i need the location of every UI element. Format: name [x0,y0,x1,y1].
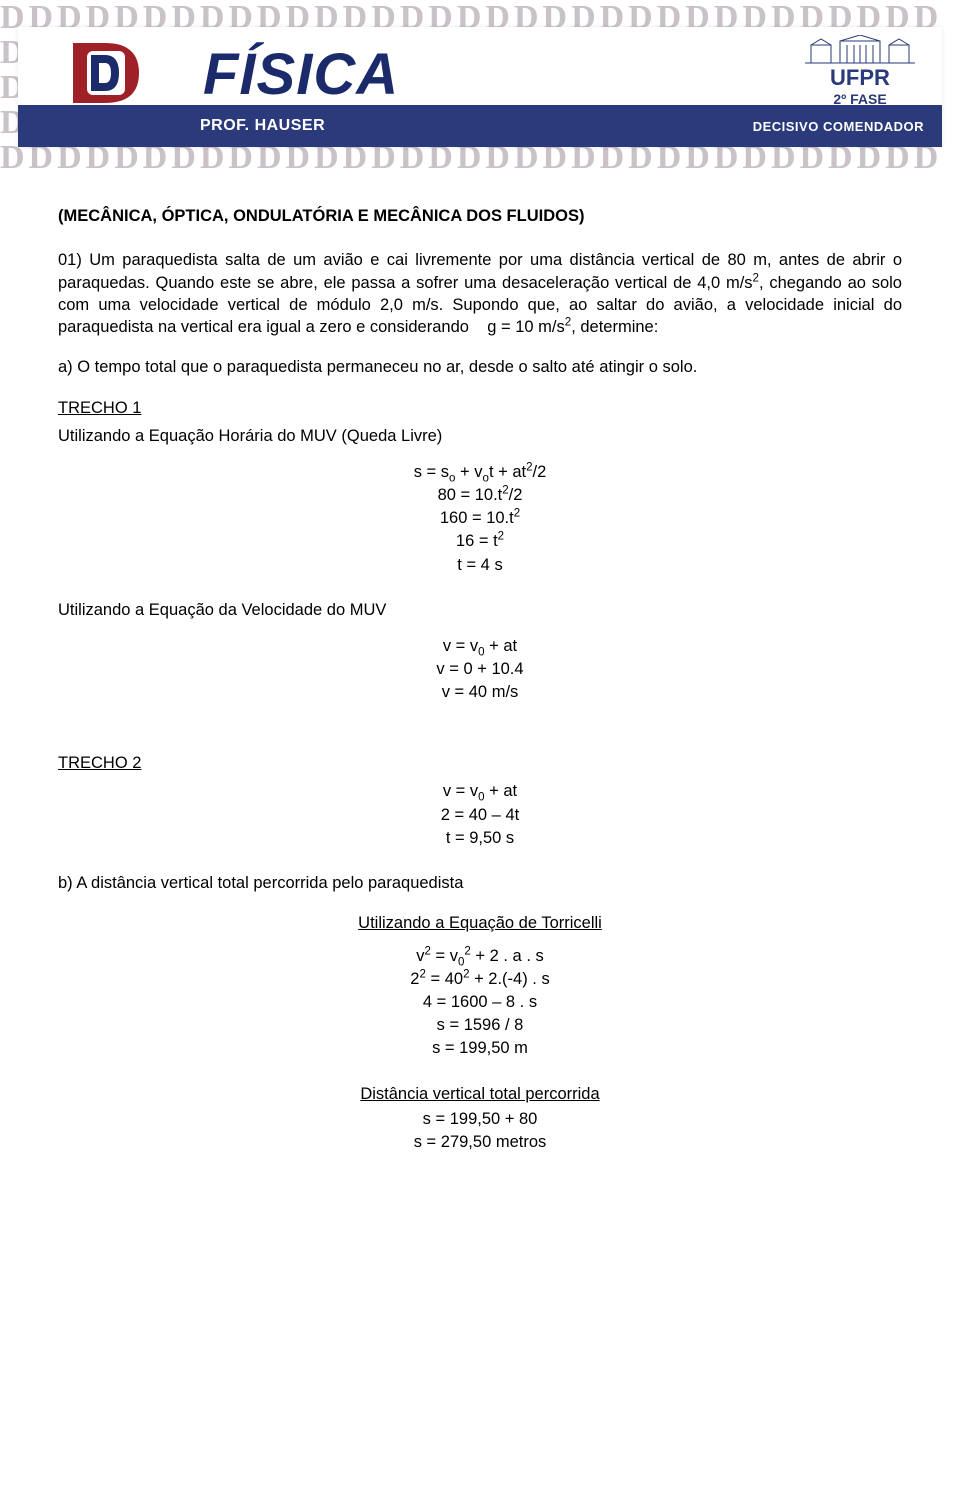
equation-line: s = 199,50 m [58,1037,902,1060]
subject-title: FÍSICA [203,41,399,108]
part-b: b) A distância vertical total percorrida… [58,872,902,894]
comendador-label: DECISIVO COMENDADOR [753,119,924,134]
dist-total-label: Distância vertical total percorrida [360,1083,599,1106]
trecho-1-label: TRECHO 1 [58,397,902,421]
equation-line: s = 1596 / 8 [58,1014,902,1037]
torricelli-label: Utilizando a Equação de Torricelli [358,912,602,935]
equation-line: 160 = 10.t2 [58,507,902,530]
trecho-1-vel-eqs: v = v0 + atv = 0 + 10.4v = 40 m/s [58,635,902,704]
professor-label: PROF. HAUSER [200,117,325,135]
document-content: (MECÂNICA, ÓPTICA, ONDULATÓRIA E MECÂNIC… [0,175,960,1216]
trecho-1-eqs: s = so + vot + at2/280 = 10.t2/2160 = 10… [58,461,902,576]
trecho-2-label: TRECHO 2 [58,752,902,776]
equation-line: 80 = 10.t2/2 [58,484,902,507]
blue-bar: PROF. HAUSER DECISIVO COMENDADOR [18,105,942,147]
dist-total-block: Distância vertical total percorrida [58,1083,902,1108]
problem-statement: 01) Um paraquedista salta de um avião e … [58,249,902,338]
equation-line: v = 0 + 10.4 [58,658,902,681]
equation-line: s = so + vot + at2/2 [58,461,902,484]
equation-line: t = 9,50 s [58,827,902,850]
trecho-1-vel-intro: Utilizando a Equação da Velocidade do MU… [58,599,902,621]
torricelli-eqs: v2 = v02 + 2 . a . s22 = 402 + 2.(-4) . … [58,945,902,1060]
equation-line: s = 199,50 + 80 [58,1108,902,1131]
equation-line: v = 40 m/s [58,681,902,704]
equation-line: v = v0 + at [58,780,902,803]
equation-line: 2 = 40 – 4t [58,804,902,827]
equation-line: v = v0 + at [58,635,902,658]
trecho-1-underline: TRECHO 1 [58,397,141,419]
part-a: a) O tempo total que o paraquedista perm… [58,356,902,378]
torricelli-block: Utilizando a Equação de Torricelli [58,912,902,937]
equation-line: 16 = t2 [58,530,902,553]
logo-d-icon [61,37,151,109]
ufpr-label: UFPR [790,67,930,89]
equation-line: v2 = v02 + 2 . a . s [58,945,902,968]
section-title: (MECÂNICA, ÓPTICA, ONDULATÓRIA E MECÂNIC… [58,205,902,227]
ufpr-block: UFPR 2º FASE [790,35,930,107]
equation-line: 4 = 1600 – 8 . s [58,991,902,1014]
trecho-2-eqs: v = v0 + at2 = 40 – 4tt = 9,50 s [58,780,902,849]
equation-line: t = 4 s [58,554,902,577]
equation-line: s = 279,50 metros [58,1131,902,1154]
page-header: DDDDDDDDDDDDDDDDDDDDDDDDDDDDDDDDD DDDDDD… [0,0,960,175]
header-box: DECISIVO FÍSICA [18,27,942,147]
dist-total-eqs: s = 199,50 + 80s = 279,50 metros [58,1108,902,1154]
trecho-2-underline: TRECHO 2 [58,752,141,774]
ufpr-building-icon [805,35,915,65]
trecho-1-intro: Utilizando a Equação Horária do MUV (Que… [58,425,902,447]
equation-line: 22 = 402 + 2.(-4) . s [58,968,902,991]
